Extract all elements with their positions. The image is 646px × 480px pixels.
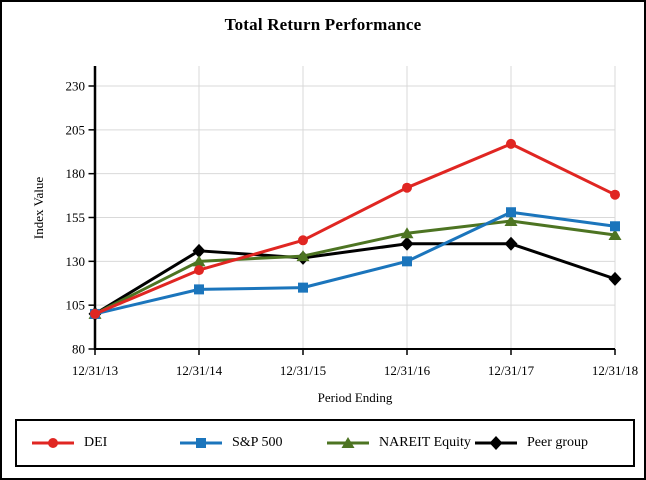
legend-label-peer-group: Peer group xyxy=(527,435,589,450)
series-line-peer-group xyxy=(93,242,617,316)
data-point-peer-group xyxy=(400,236,414,251)
data-point-s-p-500 xyxy=(298,282,308,293)
x-tick-label: 12/31/13 xyxy=(72,363,118,378)
legend-item-dei: DEI xyxy=(31,421,107,465)
data-point-dei xyxy=(194,265,204,276)
y-tick-label: 155 xyxy=(66,210,86,225)
legend-label-s-p-500: S&P 500 xyxy=(232,435,283,450)
y-tick-label: 80 xyxy=(72,342,85,357)
legend-label-dei: DEI xyxy=(84,435,108,450)
legend-item-peer-group: Peer group xyxy=(474,421,588,465)
data-point-peer-group xyxy=(192,243,206,258)
data-point-peer-group xyxy=(608,271,622,286)
y-tick-label: 180 xyxy=(66,166,86,181)
data-point-nareit-equity xyxy=(192,255,206,267)
x-tick-label: 12/31/16 xyxy=(384,363,431,378)
data-point-dei xyxy=(298,235,308,246)
x-tick-label: 12/31/15 xyxy=(280,363,326,378)
data-point-nareit-equity xyxy=(504,215,518,227)
y-tick-label: 130 xyxy=(66,254,86,269)
data-point-nareit-equity xyxy=(608,229,622,241)
data-point-s-p-500 xyxy=(194,284,204,295)
y-tick-label: 205 xyxy=(66,122,86,137)
y-tick-label: 230 xyxy=(66,79,86,94)
data-point-dei xyxy=(506,138,516,149)
data-point-s-p-500 xyxy=(506,207,516,218)
legend-marker-circle-icon xyxy=(32,438,74,448)
legend-label-nareit-equity: NAREIT Equity xyxy=(379,435,471,450)
line-chart-plot: 80 105 130 155 180 205 230 12/31/13 12/31/14 12/3… xyxy=(66,66,638,378)
y-axis-title: Index Value xyxy=(31,176,46,240)
series-line-dei xyxy=(93,142,617,316)
data-point-dei xyxy=(402,182,412,193)
y-tick-label: 105 xyxy=(66,298,86,313)
data-point-dei xyxy=(90,308,100,319)
data-point-peer-group xyxy=(504,236,518,251)
x-tick-label: 12/31/14 xyxy=(176,363,223,378)
legend-marker-triangle-icon xyxy=(327,437,369,448)
series-line-nareit-equity xyxy=(93,219,617,316)
data-point-nareit-equity xyxy=(296,250,310,262)
legend-item-s-p-500: S&P 500 xyxy=(179,421,282,465)
x-tick-label: 12/31/17 xyxy=(488,363,535,378)
x-tick-label: 12/31/18 xyxy=(592,363,638,378)
legend-item-nareit-equity: NAREIT Equity xyxy=(326,421,471,465)
x-axis-title: Period Ending xyxy=(317,390,393,405)
legend-marker-diamond-icon xyxy=(475,436,517,450)
legend-marker-square-icon xyxy=(180,438,222,448)
chart-title: Total Return Performance xyxy=(224,15,422,34)
data-point-s-p-500 xyxy=(402,256,412,267)
legend: DEI S&P 500 NAREIT Equity Peer group xyxy=(15,419,635,467)
data-point-dei xyxy=(610,189,620,200)
data-point-s-p-500 xyxy=(610,221,620,232)
data-point-nareit-equity xyxy=(400,227,414,239)
series-line-s-p-500 xyxy=(93,210,617,316)
